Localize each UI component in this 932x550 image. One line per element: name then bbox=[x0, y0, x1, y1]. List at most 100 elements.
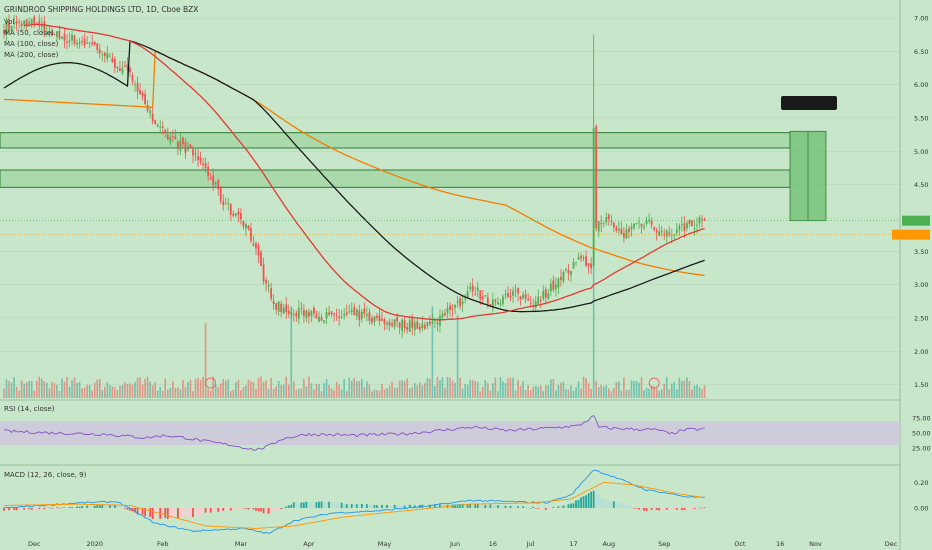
macd-histogram-bar bbox=[582, 496, 585, 508]
macd-histogram-bar bbox=[396, 504, 399, 508]
macd-histogram-bar bbox=[164, 507, 167, 518]
candle-body bbox=[461, 301, 464, 305]
candle-body bbox=[355, 309, 358, 317]
candle-body bbox=[83, 38, 86, 46]
volume-bar bbox=[15, 386, 18, 398]
macd-histogram-bar bbox=[675, 507, 678, 510]
candle-body bbox=[214, 182, 217, 185]
candle-body bbox=[522, 294, 525, 299]
macd-histogram-bar bbox=[222, 507, 225, 511]
macd-histogram-bar bbox=[113, 504, 116, 508]
candle-body bbox=[693, 228, 696, 230]
candle-body bbox=[78, 42, 81, 45]
macd-histogram-bar bbox=[129, 507, 131, 511]
macd-histogram-bar bbox=[232, 507, 235, 510]
candle-body bbox=[202, 163, 204, 165]
volume-bar bbox=[570, 385, 572, 398]
candle-body bbox=[680, 224, 683, 225]
candle-body bbox=[418, 326, 421, 330]
candle-body bbox=[171, 135, 174, 137]
macd-histogram-bar bbox=[557, 506, 560, 508]
volume-bar bbox=[514, 390, 517, 398]
macd-histogram-bar bbox=[73, 507, 76, 508]
candle-body bbox=[124, 65, 126, 67]
macd-histogram-bar bbox=[323, 502, 325, 508]
candle-body bbox=[50, 31, 53, 36]
price-target-zone-2 bbox=[0, 169, 791, 188]
candle-body bbox=[343, 313, 346, 316]
volume-bar bbox=[592, 231, 595, 398]
macd-histogram-bar bbox=[348, 504, 351, 508]
macd-histogram-bar bbox=[607, 500, 610, 508]
candle-body bbox=[378, 315, 381, 322]
volume-bar bbox=[653, 386, 655, 398]
volume-bar bbox=[572, 390, 575, 398]
volume-bar bbox=[590, 388, 592, 398]
macd-histogram-bar bbox=[517, 506, 519, 508]
volume-bar bbox=[489, 390, 492, 398]
volume-bar bbox=[230, 391, 232, 398]
candle-body bbox=[219, 188, 222, 202]
candle-body bbox=[23, 20, 26, 25]
volume-bar bbox=[668, 389, 671, 398]
volume-bar bbox=[504, 383, 507, 398]
pre-market-tag bbox=[892, 229, 930, 240]
macd-histogram-bar bbox=[519, 506, 522, 508]
macd-histogram-bar bbox=[663, 507, 666, 510]
macd-histogram-bar bbox=[360, 504, 363, 508]
macd-histogram-bar bbox=[345, 504, 348, 508]
macd-histogram-bar bbox=[10, 507, 13, 510]
macd-histogram-bar bbox=[242, 507, 245, 509]
price-range-measure[interactable] bbox=[781, 96, 837, 222]
candle-body bbox=[509, 296, 512, 298]
volume-bar bbox=[350, 380, 353, 398]
candle-body bbox=[161, 126, 164, 129]
volume-bar bbox=[507, 378, 509, 398]
volume-bar bbox=[189, 380, 192, 398]
macd-histogram-bar bbox=[577, 499, 580, 508]
volume-bar bbox=[663, 383, 666, 398]
macd-histogram-bar bbox=[680, 507, 683, 511]
candle-body bbox=[53, 33, 56, 35]
volume-bar bbox=[361, 378, 363, 398]
volume-bar bbox=[23, 383, 25, 398]
volume-bar bbox=[550, 379, 552, 398]
macd-histogram-bar bbox=[300, 502, 303, 508]
volume-bar bbox=[167, 389, 169, 398]
candle-body bbox=[197, 156, 199, 161]
candle-body bbox=[648, 219, 651, 222]
volume-bar bbox=[124, 381, 126, 398]
volume-bar bbox=[474, 380, 477, 398]
macd-histogram-bar bbox=[66, 507, 68, 509]
volume-bar bbox=[691, 389, 693, 398]
macd-histogram-bar bbox=[686, 507, 688, 510]
macd-histogram-bar bbox=[250, 507, 252, 510]
candle-body bbox=[411, 317, 414, 328]
volume-bar bbox=[179, 389, 182, 398]
volume-bar bbox=[373, 389, 376, 398]
time-tick-label-10: Aug bbox=[602, 540, 615, 548]
volume-bar bbox=[650, 385, 653, 398]
candle-body bbox=[451, 308, 454, 310]
time-tick-label-9: 17 bbox=[569, 540, 577, 548]
candle-body bbox=[653, 227, 656, 230]
macd-histogram-bar bbox=[176, 507, 179, 519]
volume-bar bbox=[587, 382, 590, 398]
candle-body bbox=[507, 292, 509, 297]
volume-bar bbox=[640, 377, 643, 398]
price-tick-label-4: 3.50 bbox=[914, 248, 928, 256]
candle-body bbox=[194, 152, 197, 155]
volume-bar bbox=[106, 382, 109, 398]
macd-histogram-bar bbox=[398, 505, 401, 508]
candle-body bbox=[499, 303, 502, 305]
macd-histogram-bar bbox=[257, 507, 260, 512]
volume-bar bbox=[391, 381, 393, 398]
volume-bar bbox=[618, 381, 620, 398]
candle-body bbox=[595, 126, 598, 229]
macd-histogram-bar bbox=[78, 506, 81, 508]
time-axis: Dec 2020 Feb Mar Apr May Jun 16 Jul 17 Aug Sep Oct 16… bbox=[28, 540, 898, 548]
candle-body bbox=[640, 224, 643, 227]
candle-body bbox=[73, 35, 76, 44]
